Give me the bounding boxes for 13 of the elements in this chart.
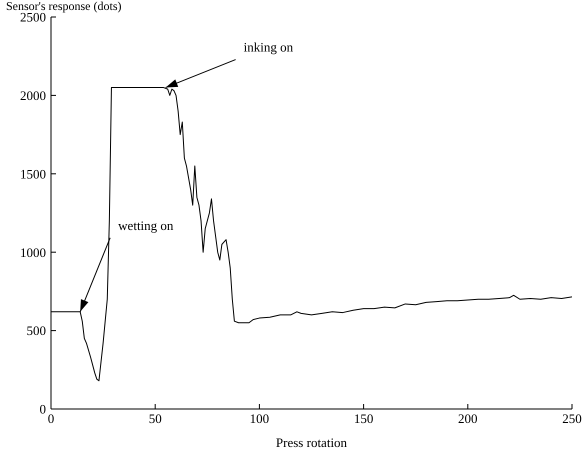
annotation: wetting on xyxy=(118,218,174,233)
x-tick-label: 150 xyxy=(354,411,374,426)
x-axis-title: Press rotation xyxy=(274,435,348,451)
y-tick-label: 2000 xyxy=(20,88,46,104)
y-tick-label: 1000 xyxy=(20,244,46,260)
x-tick-label: 50 xyxy=(148,411,162,426)
x-tick-label: 100 xyxy=(250,411,270,426)
x-tick-label: 250 xyxy=(562,411,582,426)
y-tick-label: 1500 xyxy=(20,166,46,182)
y-tick-label: 500 xyxy=(26,323,46,338)
annotation: inking on xyxy=(244,40,294,55)
y-tick-label: 0 xyxy=(40,402,46,417)
x-tick-label: 200 xyxy=(458,411,478,426)
